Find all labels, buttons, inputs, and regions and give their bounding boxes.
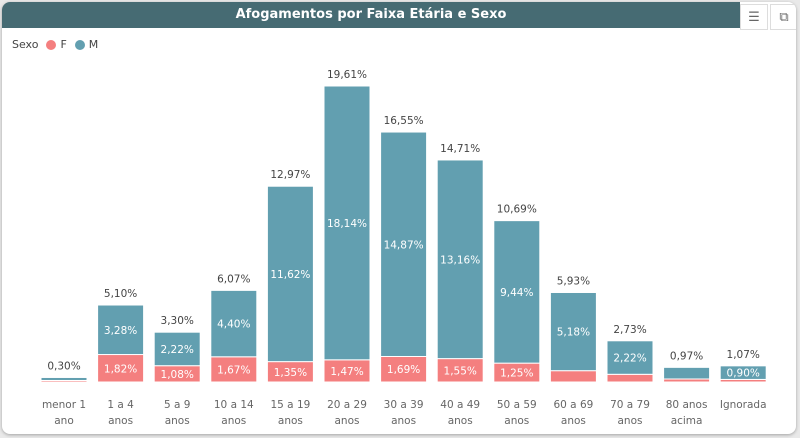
x-tick-label: 50 a 59 bbox=[497, 399, 537, 411]
legend: Sexo F M bbox=[12, 38, 98, 51]
filter-icon[interactable]: ☰ bbox=[740, 4, 768, 30]
x-tick-label: anos bbox=[108, 415, 133, 427]
legend-item-m[interactable]: M bbox=[88, 38, 99, 51]
bar-m[interactable] bbox=[266, 185, 314, 363]
total-label: 14,71% bbox=[440, 143, 480, 155]
total-label: 0,97% bbox=[670, 350, 703, 362]
x-tick-label: anos bbox=[504, 415, 529, 427]
x-tick-label: anos bbox=[278, 415, 303, 427]
data-label-m: 3,28% bbox=[104, 325, 137, 337]
total-label: 6,07% bbox=[217, 273, 250, 285]
legend-dot-m bbox=[74, 39, 85, 50]
focus-mode-icon[interactable]: ⧉ bbox=[770, 4, 796, 30]
x-tick-label: anos bbox=[221, 415, 246, 427]
bar-m[interactable] bbox=[549, 291, 597, 372]
data-label-m: 2,22% bbox=[613, 353, 646, 365]
bar-m[interactable] bbox=[323, 85, 371, 361]
data-label-m: 14,87% bbox=[384, 239, 424, 251]
data-label-m: 13,16% bbox=[440, 254, 480, 266]
chart-title: Afogamentos por Faixa Etária e Sexo bbox=[2, 2, 740, 28]
x-tick-label: anos bbox=[561, 415, 586, 427]
total-label: 19,61% bbox=[327, 69, 367, 81]
bar-m[interactable] bbox=[606, 340, 654, 375]
total-label: 10,69% bbox=[497, 204, 537, 216]
total-label: 5,10% bbox=[104, 288, 137, 300]
bar-f[interactable] bbox=[97, 354, 145, 383]
data-label-f: 1,35% bbox=[274, 367, 307, 379]
x-tick-label: anos bbox=[391, 415, 416, 427]
legend-title: Sexo bbox=[12, 38, 39, 51]
bar-m[interactable] bbox=[663, 366, 711, 380]
x-tick-label: acima bbox=[671, 415, 703, 427]
data-label-f: 1,47% bbox=[330, 366, 363, 378]
x-tick-label: ano bbox=[54, 415, 74, 427]
x-tick-label: 20 a 29 bbox=[327, 399, 367, 411]
total-label: 16,55% bbox=[384, 115, 424, 127]
total-label: 0,30% bbox=[47, 360, 80, 372]
data-label-f: 1,67% bbox=[217, 364, 250, 376]
bar-m[interactable] bbox=[210, 289, 258, 358]
legend-dot-f bbox=[46, 39, 57, 50]
data-label-f: 1,82% bbox=[104, 363, 137, 375]
data-label-m: 4,40% bbox=[217, 319, 250, 331]
bar-m[interactable] bbox=[719, 365, 767, 380]
x-tick-label: 30 a 39 bbox=[384, 399, 424, 411]
total-label: 1,07% bbox=[727, 349, 760, 361]
bar-f[interactable] bbox=[549, 370, 597, 383]
total-label: 3,30% bbox=[161, 315, 194, 327]
x-tick-label: 60 a 69 bbox=[553, 399, 593, 411]
x-tick-label: 5 a 9 bbox=[164, 399, 190, 411]
data-label-f: 1,08% bbox=[161, 369, 194, 381]
x-tick-label: 1 a 4 bbox=[107, 399, 134, 411]
data-label-m: 0,90% bbox=[727, 368, 760, 380]
x-tick-label: anos bbox=[335, 415, 360, 427]
legend-item-f[interactable]: F bbox=[60, 38, 67, 51]
bar-m[interactable] bbox=[97, 304, 145, 356]
total-label: 5,93% bbox=[557, 275, 590, 287]
x-tick-label: anos bbox=[165, 415, 190, 427]
data-label-f: 1,69% bbox=[387, 364, 420, 376]
data-label-m: 9,44% bbox=[500, 287, 533, 299]
x-tick-label: Ignorada bbox=[720, 399, 767, 411]
total-label: 12,97% bbox=[270, 169, 310, 181]
x-tick-label: menor 1 bbox=[42, 399, 86, 411]
bar-m[interactable] bbox=[493, 220, 541, 364]
x-tick-label: 70 a 79 bbox=[610, 399, 650, 411]
data-label-m: 5,18% bbox=[557, 327, 590, 339]
bar-f[interactable] bbox=[380, 355, 428, 383]
x-tick-label: 10 a 14 bbox=[214, 399, 254, 411]
x-tick-label: anos bbox=[618, 415, 643, 427]
data-label-m: 18,14% bbox=[327, 218, 367, 230]
data-label-m: 11,62% bbox=[270, 269, 310, 281]
total-label: 2,73% bbox=[613, 324, 646, 336]
x-tick-label: 80 anos bbox=[666, 399, 708, 411]
bar-m[interactable] bbox=[40, 376, 88, 381]
bar-m[interactable] bbox=[436, 159, 484, 360]
data-label-m: 2,22% bbox=[161, 344, 194, 356]
bar-m[interactable] bbox=[380, 131, 428, 357]
bar-f[interactable] bbox=[210, 356, 258, 383]
x-tick-label: 15 a 19 bbox=[270, 399, 310, 411]
data-label-f: 1,25% bbox=[500, 368, 533, 380]
x-tick-label: 40 a 49 bbox=[440, 399, 480, 411]
bar-m[interactable] bbox=[153, 331, 201, 367]
x-tick-label: anos bbox=[448, 415, 473, 427]
bar-f[interactable] bbox=[606, 373, 654, 383]
data-label-f: 1,55% bbox=[444, 365, 477, 377]
